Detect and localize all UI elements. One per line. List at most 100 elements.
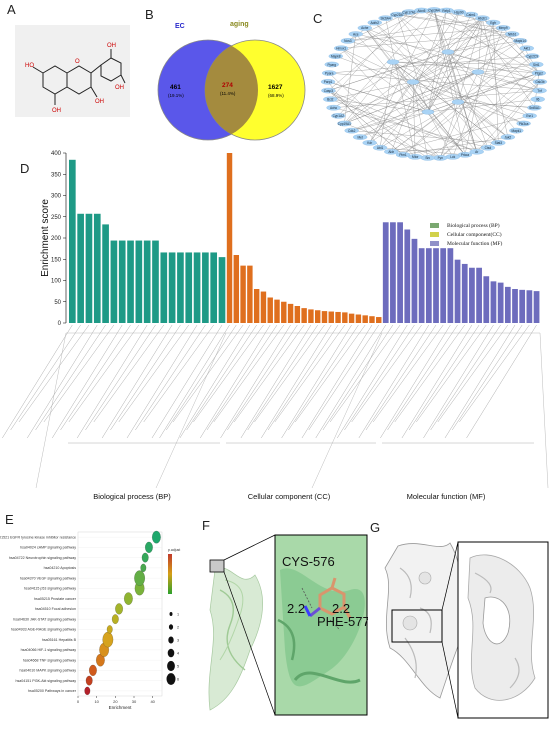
network-node-label: Cyp17A1 <box>403 10 416 14</box>
bubble-category-label: hsa04210 Apoptosis <box>44 566 77 570</box>
network-node: Ache <box>357 25 372 31</box>
bar <box>287 303 294 323</box>
bar <box>267 297 273 323</box>
network-node-label: Hsp90 <box>454 10 463 14</box>
network-edge <box>427 72 539 113</box>
network-node-label: Kdr <box>367 141 373 145</box>
colorbar <box>168 554 172 594</box>
x-tick-label-line <box>186 324 257 431</box>
bar <box>533 291 540 323</box>
network-edge <box>351 71 479 131</box>
network-edge <box>482 18 509 138</box>
kegg-bubble-chart: hsa05200 Pathways in cancer hsa04151 PI3K… <box>0 524 200 724</box>
bubble-category-label: hsa04668 TNF signaling pathway <box>23 658 76 662</box>
x-axis-label: Enrichment <box>109 705 133 710</box>
network-edge <box>344 18 483 124</box>
network-node-label: Cyp19A1 <box>338 122 351 126</box>
protein-overview <box>208 567 263 711</box>
x-tick-label-line <box>387 324 458 431</box>
network-edge <box>487 81 541 148</box>
network-node-label: Ppara <box>325 71 334 75</box>
network-node-label: Src <box>425 156 430 160</box>
network-edge <box>392 61 539 74</box>
bar <box>110 240 118 323</box>
bubble-point <box>102 631 114 648</box>
bubble-category-label: hsa04510 Focal adhesion <box>35 607 76 611</box>
network-edge <box>392 61 466 155</box>
x-tick-label-line <box>227 324 298 431</box>
network-node: Met <box>353 134 368 140</box>
bar <box>390 222 396 323</box>
network-node-label: Ar <box>475 150 479 154</box>
x-tick-label-line <box>437 324 508 423</box>
x-tick-label-line <box>380 324 451 439</box>
x-tick-label-line <box>358 324 429 439</box>
network-edges <box>327 9 541 159</box>
network-node: Il6 <box>530 96 545 102</box>
network-edge <box>328 51 449 91</box>
bar <box>177 252 184 323</box>
x-tick-label-line <box>254 324 325 423</box>
network-edge <box>440 101 459 158</box>
bar <box>281 301 287 323</box>
network-node: Calm1 <box>463 11 479 18</box>
x-tick-label-line <box>172 324 244 423</box>
network-node-label: Akt1 <box>524 47 531 51</box>
network-node: Egfr <box>486 19 501 26</box>
venn-left-pct: (19.1%) <box>168 93 184 98</box>
bubble-point <box>85 675 93 686</box>
network-node: Abl1 <box>372 144 388 151</box>
distance-label-2: 2.2 <box>332 601 350 616</box>
network-node: Tnf <box>532 87 547 94</box>
network-node-label: Fyn <box>438 156 444 160</box>
molecule-structure-panel: HO OH O OH OH OH <box>15 25 130 117</box>
network-edge <box>327 81 381 148</box>
network-edge <box>351 130 499 143</box>
bar <box>382 222 389 323</box>
network-node-label: Mapk8 <box>331 54 341 58</box>
x-tick-label-line <box>344 324 415 431</box>
network-edge <box>477 71 540 82</box>
x-tick-label-line <box>295 324 366 423</box>
network-edge <box>402 56 533 155</box>
network-node: Aldr <box>384 148 399 155</box>
x-tick-label-line <box>85 324 156 431</box>
group-label: Cellular component (CC) <box>248 492 331 501</box>
venn-left-count: 461 <box>170 84 181 91</box>
svg-text:OH: OH <box>115 85 124 91</box>
network-node: Mapk14 <box>512 38 528 44</box>
bar <box>476 267 482 323</box>
bar <box>321 311 328 323</box>
colorbar-label: p.adjust <box>168 548 180 552</box>
network-edge <box>477 71 540 91</box>
bubble-category-label: hsa04630 JAK-STAT signaling pathway <box>13 617 76 621</box>
bubble-point <box>106 625 113 634</box>
x-tick-label-line <box>60 324 131 431</box>
bar <box>77 213 84 323</box>
network-edge <box>392 61 537 65</box>
network-edge <box>328 90 404 155</box>
network-node-label: Mapk1 <box>512 129 522 133</box>
bar <box>294 306 301 323</box>
venn-left-title: EC <box>175 23 185 30</box>
network-edge <box>427 81 541 159</box>
network-node-label: Rxfp1 <box>442 9 451 13</box>
network-edge <box>330 99 477 152</box>
network-edge <box>329 72 540 91</box>
size-legend-label: 3 <box>177 638 179 642</box>
network-edge <box>360 71 479 138</box>
network-node-label: Hmox1 <box>336 47 346 51</box>
network-node: Mmp9 <box>496 25 511 31</box>
bar <box>425 248 432 323</box>
network-node-label: Bcl2 <box>327 98 333 102</box>
network-edge <box>392 61 524 124</box>
network-edge <box>364 27 466 155</box>
network-edge <box>493 22 499 143</box>
x-tick-label-line <box>452 324 523 431</box>
network-node <box>406 79 420 85</box>
network-edge <box>447 51 517 131</box>
bar <box>433 248 439 323</box>
network-edge <box>351 111 429 131</box>
x-tick-label-line <box>373 324 444 423</box>
